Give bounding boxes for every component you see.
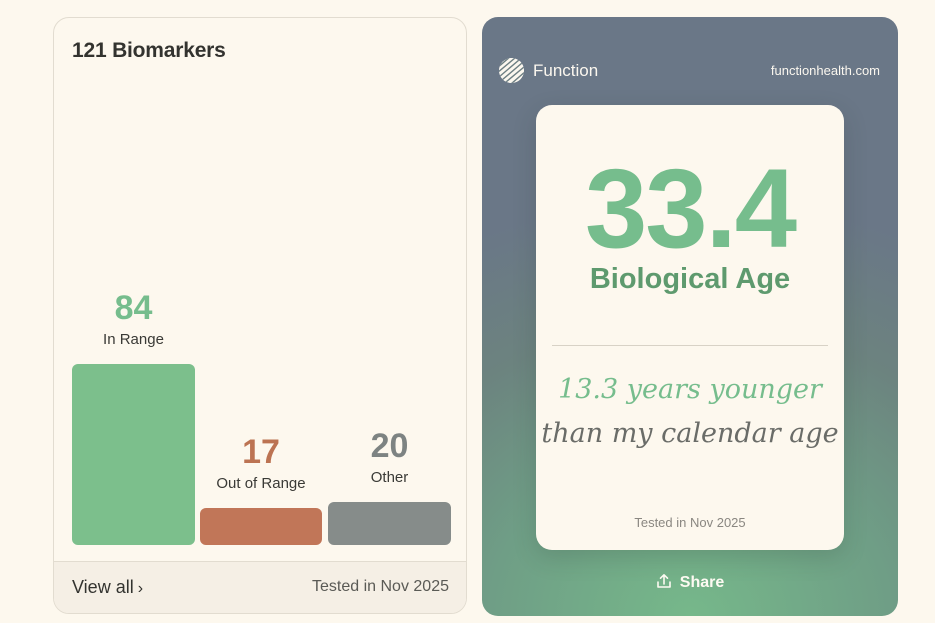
bar [328, 502, 451, 545]
bar-count: 20 [370, 427, 409, 465]
bar-count: 17 [242, 433, 280, 471]
biomarkers-title: 121 Biomarkers [72, 39, 226, 62]
bar [72, 364, 195, 545]
share-label: Share [679, 574, 725, 591]
divider [552, 345, 828, 346]
biological-age-value: 33.4 [585, 146, 797, 271]
brand: Function [499, 58, 598, 83]
bar-label: Other [370, 469, 409, 486]
brand-url: functionhealth.com [770, 63, 880, 78]
chevron-right-icon: › [137, 580, 144, 597]
calendar-age-text: than my calendar age [541, 418, 839, 449]
bar [200, 508, 322, 545]
bar-column: 20 Other [328, 429, 451, 545]
tested-date: Tested in Nov 2025 [312, 578, 449, 595]
card-footer: View all › Tested in Nov 2025 [54, 561, 466, 613]
bar-column: 84 In Range [72, 291, 195, 545]
age-summary-card: 33.4 Biological Age 13.3 years younger t… [536, 105, 844, 550]
bar-label: Out of Range [216, 475, 306, 492]
biomarkers-card: 121 Biomarkers 84 In Range 17 Out of Range 2… [53, 17, 467, 614]
inner-tested-date: Tested in Nov 2025 [634, 515, 746, 530]
share-icon [656, 574, 671, 588]
brand-name: Function [533, 60, 599, 80]
function-logo-icon [499, 58, 524, 83]
view-all-label: View all [72, 577, 134, 597]
view-all-link[interactable]: View all › [72, 577, 143, 598]
biological-age-share-card: Function functionhealth.com 33.4 Biologi… [482, 17, 898, 616]
bar-column: 17 Out of Range [200, 435, 322, 545]
share-button[interactable]: Share [482, 573, 898, 592]
bar-count: 84 [114, 289, 153, 327]
younger-text: 13.3 years younger [558, 374, 822, 405]
bar-label: In Range [103, 331, 164, 348]
biological-age-label: Biological Age [589, 263, 791, 295]
